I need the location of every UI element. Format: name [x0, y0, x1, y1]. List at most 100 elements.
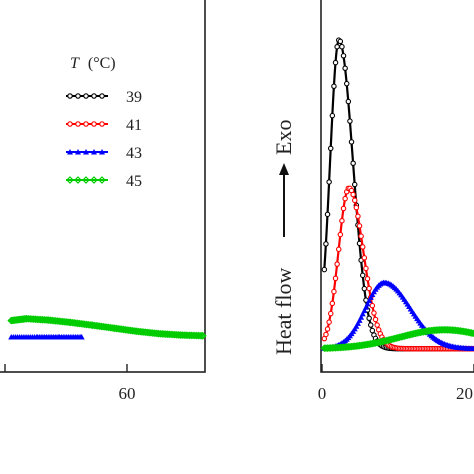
right-point-41-46 [358, 233, 364, 239]
right-point-39-24 [340, 53, 347, 59]
legend-label-43: 43 [126, 145, 142, 162]
legend-title-unit: (°C) [88, 55, 116, 72]
right-plot-frame [320, 0, 474, 373]
legend-marker-45-3 [90, 176, 98, 184]
legend-marker-39-3 [91, 93, 97, 99]
right-point-41-20 [337, 231, 344, 238]
left-plot-frame [0, 0, 206, 373]
right-point-41-14 [332, 275, 339, 282]
right-point-39-36 [350, 160, 356, 166]
right-point-45-188 [470, 330, 474, 337]
legend-title: T (°C) [70, 55, 116, 72]
left-point-45-117 [198, 331, 207, 340]
y-axis-arrow-head [279, 163, 289, 175]
right-point-43-46 [358, 314, 365, 320]
right-point-39-30 [345, 98, 352, 105]
left-x-axis-partial-glyph: ) [0, 418, 1, 437]
right-point-39-56 [366, 315, 372, 322]
left-point-45-37 [64, 318, 72, 327]
right-point-39-14 [332, 59, 339, 66]
right-point-43-56 [366, 297, 373, 304]
legend-marker-39-0 [67, 93, 73, 99]
right-point-41-66 [374, 322, 380, 328]
right-series-line-41 [323, 186, 474, 350]
left-series-group [7, 314, 207, 340]
right-point-43-48 [359, 310, 366, 317]
right-point-39-34 [348, 139, 355, 145]
right-point-39-60 [369, 327, 376, 334]
right-x-tick-label-20: 20 [456, 384, 473, 403]
legend-marker-43-0 [67, 149, 73, 155]
legend-label-45: 45 [126, 173, 142, 190]
right-point-43-50 [361, 307, 368, 314]
right-point-41-56 [366, 285, 372, 292]
right-point-39-58 [367, 322, 374, 328]
right-point-43-58 [367, 294, 374, 300]
right-point-39-12 [331, 83, 337, 90]
right-point-41-60 [369, 302, 376, 309]
right-point-43-54 [364, 300, 371, 307]
right-point-39-32 [347, 118, 353, 124]
right-point-41-48 [359, 244, 366, 250]
legend-marker-41-3 [91, 121, 97, 127]
legend-marker-39-2 [83, 93, 89, 99]
right-point-39-22 [339, 43, 345, 50]
right-point-39-0 [321, 266, 328, 273]
legend-marker-45-2 [82, 176, 90, 184]
right-point-41-42 [355, 213, 361, 220]
right-point-41-8 [327, 310, 334, 317]
right-point-41-4 [324, 326, 331, 332]
right-point-39-6 [326, 179, 332, 185]
legend-marker-41-1 [75, 121, 81, 127]
y-axis-title-heat-flow: Heat flow [271, 268, 296, 355]
legend-marker-43-1 [75, 149, 81, 155]
right-point-41-10 [329, 300, 336, 307]
right-point-41-54 [364, 275, 371, 282]
right-point-45-186 [469, 329, 474, 338]
right-point-39-48 [359, 272, 366, 279]
right-point-43-40 [353, 323, 360, 329]
legend-title-variable: T [70, 55, 80, 72]
right-point-39-4 [324, 211, 331, 218]
right-y-axis-title: Heat flow Exo [271, 120, 296, 355]
right-point-43-188 [471, 346, 474, 352]
right-point-41-12 [331, 288, 337, 295]
left-point-45-63 [108, 324, 116, 332]
right-point-39-26 [342, 65, 348, 71]
right-point-41-36 [350, 191, 356, 198]
legend: T (°C) 39 41 43 45 [66, 55, 142, 190]
right-point-39-2 [323, 241, 329, 247]
right-point-41-24 [340, 205, 347, 212]
right-point-41-44 [356, 223, 363, 229]
legend-marker-39-1 [75, 93, 81, 99]
legend-marker-43-3 [91, 149, 97, 155]
right-point-39-20 [337, 38, 344, 45]
legend-marker-43-2 [83, 149, 89, 155]
right-point-41-18 [335, 246, 342, 253]
legend-marker-43-4 [99, 149, 105, 155]
right-point-39-28 [343, 80, 350, 87]
right-point-41-2 [323, 331, 329, 338]
right-point-41-16 [334, 261, 340, 267]
right-x-tick-label-0: 0 [318, 384, 327, 403]
right-point-43-42 [354, 320, 361, 326]
left-x-tick-label-60: 60 [119, 384, 136, 403]
right-point-41-64 [372, 316, 379, 323]
legend-marker-45-1 [74, 176, 82, 184]
right-point-41-6 [326, 319, 332, 325]
right-point-41-50 [361, 255, 368, 261]
y-axis-title-exo: Exo [271, 120, 296, 155]
right-point-43-44 [356, 317, 363, 323]
right-point-41-52 [363, 265, 369, 272]
right-point-39-16 [334, 43, 340, 50]
legend-label-39: 39 [126, 89, 142, 106]
legend-label-41: 41 [126, 117, 142, 134]
right-point-39-38 [351, 181, 358, 188]
left-point-43-39 [78, 333, 85, 340]
right-point-43-52 [362, 304, 369, 310]
right-point-41-26 [342, 195, 348, 202]
legend-marker-41-0 [67, 121, 73, 127]
legend-marker-41-4 [99, 121, 105, 127]
right-point-39-50 [361, 285, 368, 292]
